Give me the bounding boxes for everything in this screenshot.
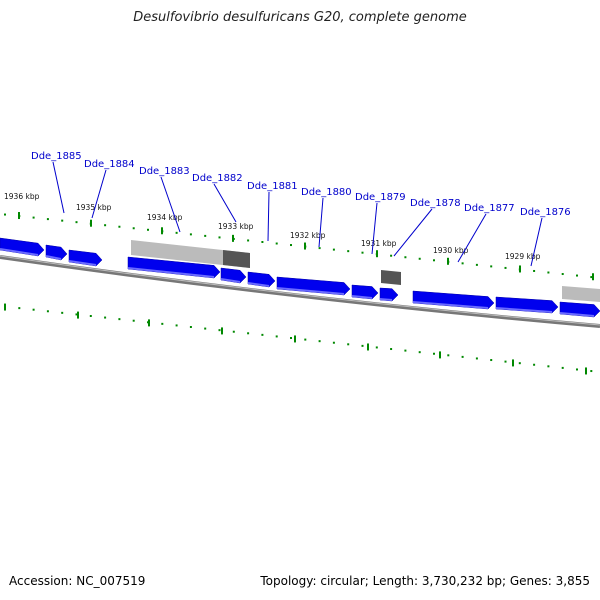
- gene-leader-line: [393, 208, 433, 257]
- kbp-label: 1933 kbp: [218, 222, 254, 231]
- pseudogene-feature-dark: [223, 250, 250, 268]
- gene-arrow-shade: [220, 278, 241, 283]
- gene-leader-line: [371, 202, 378, 255]
- kbp-label: 1930 kbp: [433, 246, 469, 255]
- gene-arrow-shade: [495, 307, 553, 313]
- gene-arrow[interactable]: [127, 256, 221, 279]
- genome-backbone: [0, 255, 600, 328]
- gene-label[interactable]: Dde_1880: [301, 187, 352, 198]
- gene-arrow-shade: [45, 255, 62, 260]
- kbp-label-group: 1936 kbp 1935 kbp 1934 kbp 1933 kbp 1932 kbp…: [4, 192, 541, 261]
- gene-arrow-shade: [559, 312, 595, 317]
- kbp-label: 1932 kbp: [290, 231, 326, 240]
- gene-leader-line: [52, 161, 65, 214]
- gene-label-lines: [52, 161, 543, 267]
- gene-leader-line: [267, 191, 270, 242]
- gene-arrow-shade: [247, 282, 270, 287]
- kbp-label: 1935 kbp: [76, 203, 112, 212]
- gene-label[interactable]: Dde_1883: [139, 166, 190, 177]
- gene-leader-line: [530, 217, 543, 267]
- pseudogene-feature: [131, 240, 250, 268]
- gene-label[interactable]: Dde_1884: [84, 159, 135, 170]
- gene-arrow-shade: [127, 267, 215, 278]
- map-title: Desulfovibrio desulfuricans G20, complet…: [133, 10, 467, 25]
- gene-arrow-shade: [412, 301, 489, 309]
- gene-leader-line: [318, 197, 324, 248]
- gene-leader-line: [213, 183, 237, 223]
- gene-label[interactable]: Dde_1877: [464, 203, 515, 214]
- gene-label[interactable]: Dde_1881: [247, 181, 298, 192]
- pseudogene-feature: [562, 286, 600, 302]
- gene-arrow-shade: [276, 287, 345, 295]
- kbp-label: 1934 kbp: [147, 213, 183, 222]
- genome-backbone-highlight: [0, 255, 600, 326]
- pseudogene-feature-dark: [381, 270, 401, 285]
- gene-arrow-shade: [0, 248, 39, 256]
- accession-text: Accession: NC_007519: [9, 574, 146, 588]
- gene-leader-line: [160, 176, 181, 233]
- gene-arrow-shade: [351, 295, 373, 299]
- outer-tick-track: [4, 212, 594, 281]
- kbp-label: 1936 kbp: [4, 192, 40, 201]
- kbp-label: 1929 kbp: [505, 252, 541, 261]
- genome-summary-text: Topology: circular; Length: 3,730,232 bp…: [260, 574, 590, 588]
- gene-label[interactable]: Dde_1878: [410, 198, 461, 209]
- gene-arrow[interactable]: [276, 276, 351, 296]
- gene-track: [0, 237, 600, 318]
- gene-arrow[interactable]: [351, 284, 379, 300]
- gene-arrow[interactable]: [412, 290, 495, 310]
- gene-arrow-shade: [379, 298, 393, 301]
- gene-label[interactable]: Dde_1876: [520, 207, 571, 218]
- gene-leader-line: [91, 169, 107, 219]
- gene-arrow[interactable]: [379, 287, 399, 302]
- inner-tick-track: [4, 303, 593, 375]
- gene-label[interactable]: Dde_1879: [355, 192, 406, 203]
- kbp-label: 1931 kbp: [361, 239, 397, 248]
- gene-leader-line: [457, 213, 487, 263]
- gene-arrow-shade: [68, 260, 97, 266]
- gene-label[interactable]: Dde_1882: [192, 173, 243, 184]
- gene-label[interactable]: Dde_1885: [31, 151, 82, 162]
